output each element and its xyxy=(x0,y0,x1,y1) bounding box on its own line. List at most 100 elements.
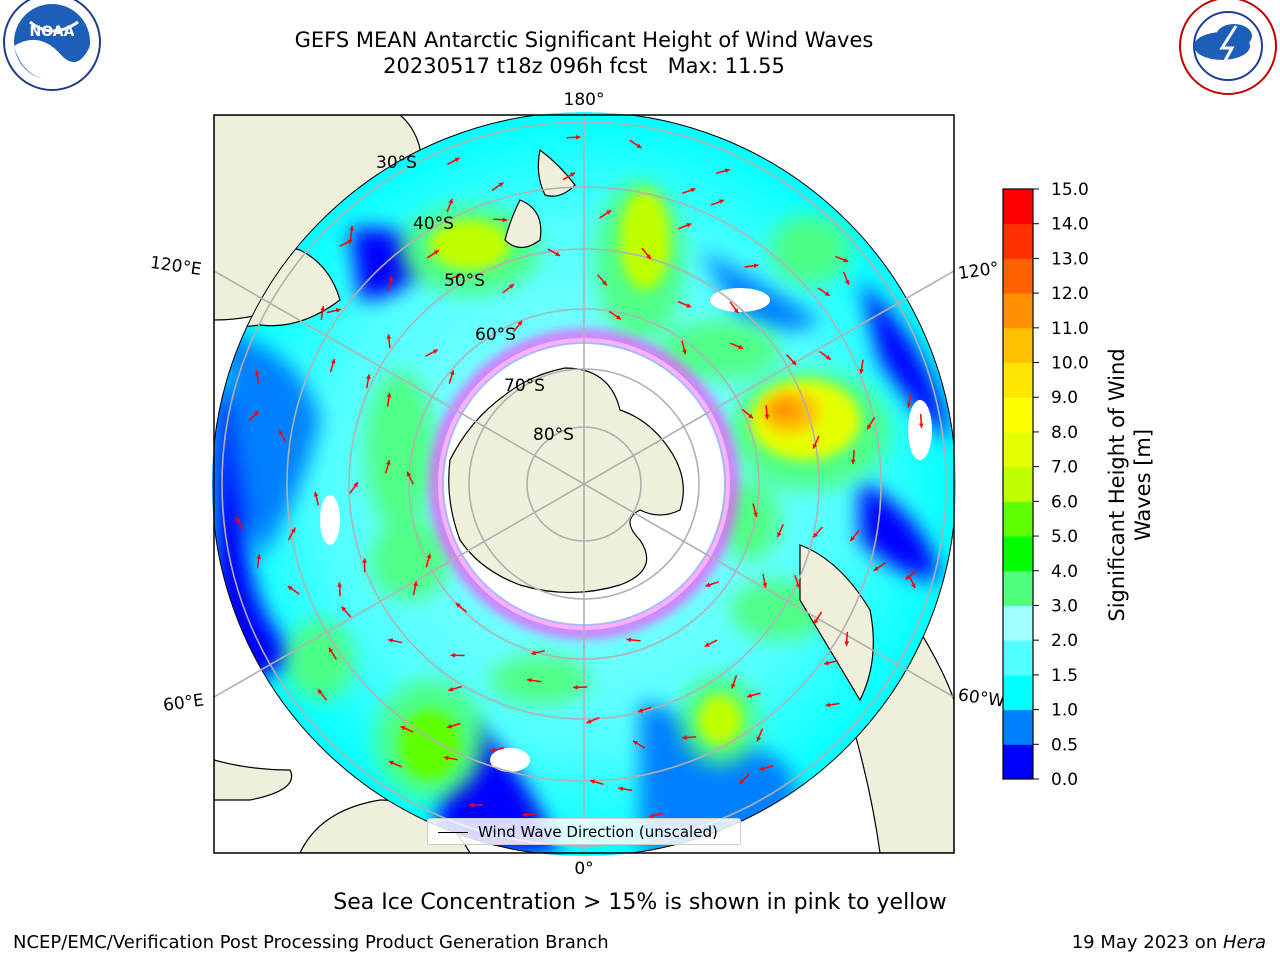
noaa-logo: NOAA xyxy=(3,0,101,91)
wave-arrow-head xyxy=(637,708,643,713)
wave-arrow-head xyxy=(813,532,818,538)
wave-arrow-head xyxy=(337,582,343,587)
wave-arrow-head xyxy=(386,460,391,465)
wave-arrow-head xyxy=(317,689,323,695)
colorbar-swatch xyxy=(1003,605,1033,641)
wave-arrow-head xyxy=(573,684,578,690)
colorbar-tick-label: 3.0 xyxy=(1051,596,1078,616)
wave-arrow-head xyxy=(867,424,872,430)
colorbar-tick-label: 1.5 xyxy=(1051,666,1078,686)
wave-arrow-head xyxy=(291,527,296,533)
wave-arrow-head xyxy=(349,225,355,231)
colorbar-swatch xyxy=(1003,362,1033,398)
wave-arrow-head xyxy=(456,273,462,278)
wave-arrow-head xyxy=(690,187,696,193)
colorbar-swatch xyxy=(1003,397,1033,433)
wave-arrow-head xyxy=(320,306,326,311)
colorbar-tick-label: 1.0 xyxy=(1051,701,1078,721)
wave-arrow-head xyxy=(446,723,452,729)
colorbar-swatch xyxy=(1003,258,1033,294)
colorbar-swatch xyxy=(1003,570,1033,606)
wave-arrow-head xyxy=(386,334,392,339)
colorbar-swatch xyxy=(1003,189,1033,225)
legend-label: Wind Wave Direction (unscaled) xyxy=(478,823,718,841)
wave-arrow-head xyxy=(253,410,259,416)
wave-arrow-head xyxy=(843,257,849,263)
wave-arrow-head xyxy=(353,482,358,488)
wave-arrow-head xyxy=(586,719,592,724)
wave-arrow-head xyxy=(254,370,260,376)
legend-line-sample xyxy=(438,832,468,833)
wave-arrow-head xyxy=(287,586,293,591)
colorbar-tick-label: 5.0 xyxy=(1051,527,1078,547)
wave-arrow-head xyxy=(739,779,745,784)
wave-arrow-head xyxy=(747,693,752,698)
wave-arrow-head xyxy=(756,736,762,742)
colorbar-swatch xyxy=(1003,674,1033,711)
colorbar-tick-label: 15.0 xyxy=(1051,180,1089,200)
graticule xyxy=(214,115,954,853)
colorbar-swatch xyxy=(1003,223,1033,259)
wave-arrow-head xyxy=(906,402,912,408)
nws-logo xyxy=(1179,0,1277,95)
wave-arrow-head xyxy=(626,637,632,643)
colorbar-tick-label: 9.0 xyxy=(1051,388,1078,408)
wave-arrow-head xyxy=(454,157,460,163)
wave-arrow-head xyxy=(753,512,758,518)
wave-arrow-head xyxy=(388,760,394,766)
meridian-60w xyxy=(583,483,954,698)
lat-label-80s: 80°S xyxy=(533,425,574,445)
wave-arrow-head xyxy=(649,813,655,819)
wave-arrow-head xyxy=(636,143,642,149)
colorbar-swatch xyxy=(1003,293,1033,329)
wave-arrow-head xyxy=(313,491,319,497)
wave-arrow-head xyxy=(508,284,514,289)
colorbar-tick-label: 0.0 xyxy=(1051,770,1078,790)
wave-arrow-head xyxy=(256,554,262,559)
wave-arrow-head xyxy=(762,582,768,588)
wave-arrow-head xyxy=(844,641,850,646)
map-frame-border xyxy=(213,114,955,854)
colorbar-swatch xyxy=(1003,709,1033,745)
wave-arrow-head xyxy=(449,370,455,376)
wave-arrow-head xyxy=(844,279,850,285)
wave-arrow-head xyxy=(335,308,341,313)
colorbar-tick-label: 14.0 xyxy=(1051,215,1089,235)
wave-arrow-head xyxy=(347,239,353,245)
colorbar-swatch xyxy=(1003,536,1033,572)
colorbar-tick-label: 6.0 xyxy=(1051,492,1078,512)
lon-label-60w: 60°W xyxy=(957,685,1006,711)
wave-arrow-head xyxy=(777,532,782,538)
map-title-line-1: GEFS MEAN Antarctic Significant Height o… xyxy=(294,28,874,52)
wave-arrow-head xyxy=(824,660,829,666)
wave-arrow-head xyxy=(753,263,759,269)
wave-arrow-head xyxy=(328,647,334,653)
wave-arrow-head xyxy=(432,349,438,354)
lon-label-180: 180° xyxy=(564,90,605,110)
wave-arrow-head xyxy=(468,802,474,808)
meridian-120w xyxy=(583,270,954,485)
map-title-line-2: 20230517 t18z 096h fcst Max: 11.55 xyxy=(383,54,785,78)
wave-arrow-head xyxy=(448,198,453,204)
wave-arrow-head xyxy=(330,358,336,364)
wave-arrow-head xyxy=(386,392,392,398)
wave-arrow-head xyxy=(570,172,576,177)
wave-arrow-head xyxy=(615,314,621,320)
wave-arrow-head xyxy=(812,443,818,449)
colorbar-tick-label: 0.5 xyxy=(1051,735,1078,755)
wave-arrow-head xyxy=(388,276,394,282)
wave-arrow-head xyxy=(236,517,241,523)
wave-arrow-head xyxy=(724,168,730,173)
wave-arrow-head xyxy=(433,250,439,255)
wave-arrow-head xyxy=(448,686,454,692)
wind-wave-legend: Wind Wave Direction (unscaled) xyxy=(427,818,741,845)
wave-arrow-head xyxy=(426,553,432,559)
lat-label-60s: 60°S xyxy=(475,325,516,345)
wave-arrow-head xyxy=(825,355,831,360)
wave-arrow-head xyxy=(705,582,711,588)
wave-arrow-head xyxy=(455,602,461,608)
wave-arrow-head xyxy=(366,374,371,380)
wave-arrow-head xyxy=(646,254,651,260)
wave-arrow-head xyxy=(873,566,879,571)
wave-arrow-head xyxy=(733,308,739,314)
